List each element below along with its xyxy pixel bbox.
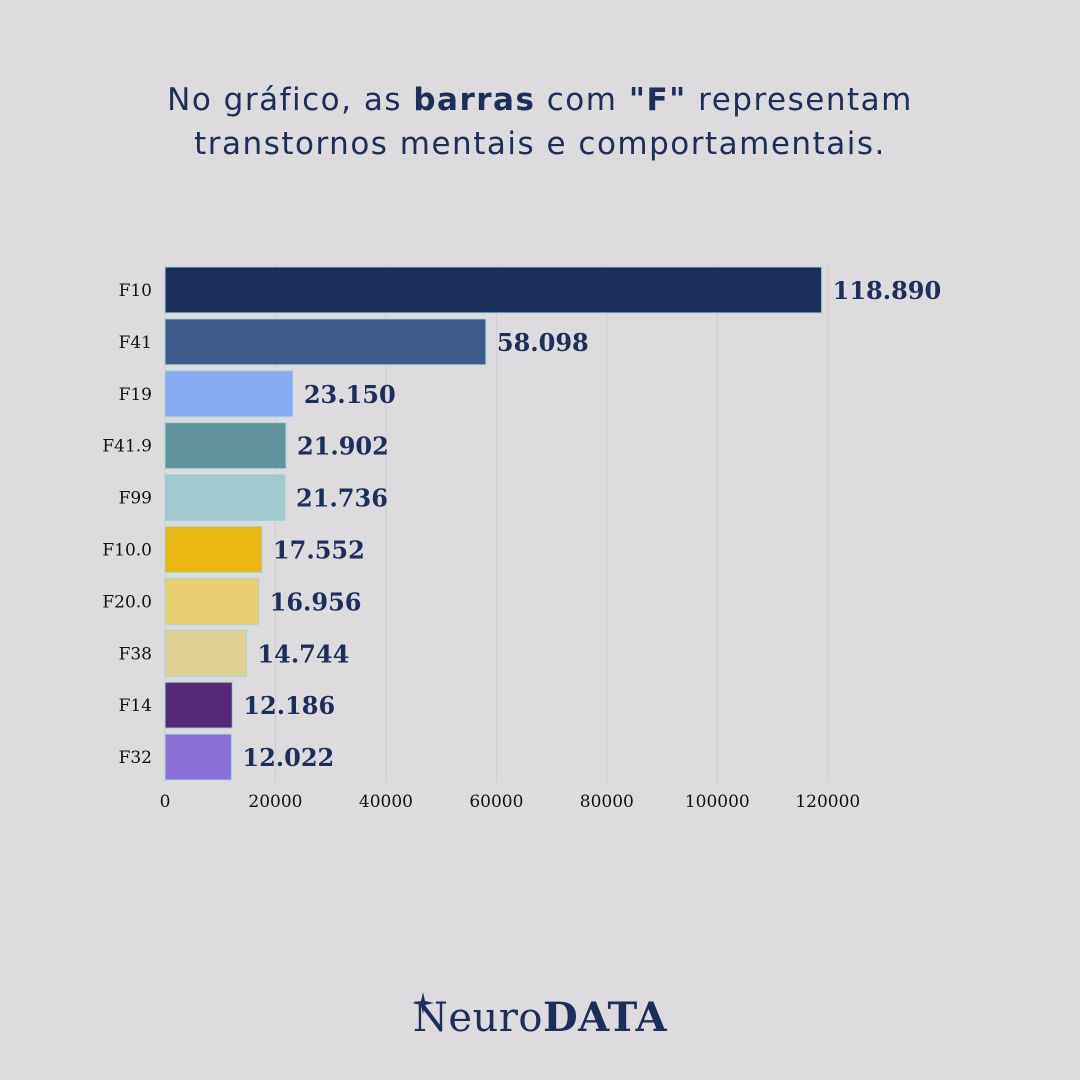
bar-F99 (164, 474, 286, 522)
x-tick-label-3: 60000 (469, 792, 523, 812)
headline-bold-f: "F" (628, 82, 687, 118)
bar-F41.9 (164, 422, 287, 470)
chart-bars (164, 266, 823, 781)
category-label-F32: F32 (119, 748, 152, 768)
x-tick-label-5: 100000 (685, 792, 750, 812)
value-label-F10: 118.890 (833, 276, 942, 305)
bar-F38 (164, 629, 247, 677)
x-tick-label-1: 20000 (248, 792, 302, 812)
value-label-F38: 14.744 (257, 639, 349, 668)
bar-F14 (164, 681, 233, 729)
neurodata-logo: NeuroDATA (390, 990, 690, 1046)
category-label-F99: F99 (119, 489, 152, 509)
headline-text-3: representam transtornos mentais e compor… (194, 82, 913, 162)
logo-text-data: DATA (542, 994, 668, 1041)
bar-F20.0 (164, 577, 260, 625)
logo-text-neuro: Neuro (412, 995, 543, 1041)
value-label-F20.0: 16.956 (270, 587, 362, 616)
headline: No gráfico, as barras com "F" representa… (90, 78, 990, 166)
sparkle-icon (412, 992, 434, 1014)
value-label-F10.0: 17.552 (273, 535, 365, 564)
value-label-F99: 21.736 (296, 484, 388, 513)
category-label-F19: F19 (119, 385, 152, 405)
bar-F41 (164, 318, 487, 366)
headline-bold-barras: barras (413, 82, 536, 118)
category-label-F10: F10 (119, 281, 152, 301)
value-label-F41: 58.098 (497, 328, 589, 357)
category-label-F14: F14 (119, 696, 152, 716)
value-label-F41.9: 21.902 (297, 432, 389, 461)
headline-text-1: No gráfico, as (167, 82, 414, 118)
x-tick-label-4: 80000 (580, 792, 634, 812)
category-label-F41: F41 (119, 333, 152, 353)
chart-x-axis: 0 20000 40000 60000 80000 100000 120000 (160, 792, 861, 812)
category-label-F10.0: F10.0 (102, 540, 152, 560)
bar-F10.0 (164, 526, 263, 573)
bar-F32 (164, 733, 232, 781)
category-label-F41.9: F41.9 (102, 437, 152, 457)
x-tick-label-6: 120000 (795, 792, 860, 812)
headline-text-2: com (535, 82, 629, 118)
category-label-F20.0: F20.0 (102, 592, 152, 612)
value-label-F14: 12.186 (243, 691, 335, 720)
bar-F10 (164, 266, 823, 314)
value-label-F19: 23.150 (304, 380, 396, 409)
bar-F19 (164, 370, 294, 418)
x-tick-label-2: 40000 (359, 792, 413, 812)
x-tick-label-0: 0 (160, 792, 171, 812)
chart-labels: F10 118.890 F41 58.098 F19 23.150 F41.9 21.902 F… (102, 276, 941, 772)
category-label-F38: F38 (119, 644, 152, 664)
value-label-F32: 12.022 (242, 743, 334, 772)
